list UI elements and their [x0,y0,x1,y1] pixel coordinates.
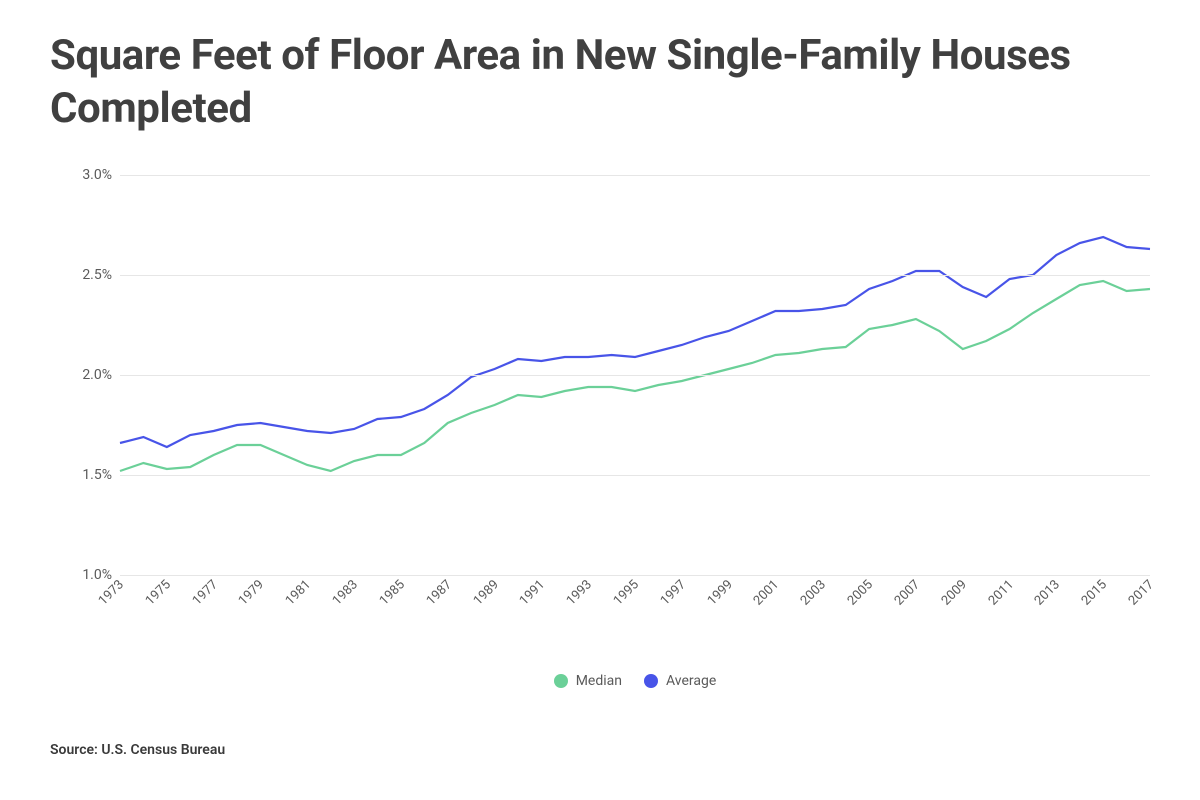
y-tick-label: 1.0% [82,567,112,583]
chart-container: Square Feet of Floor Area in New Single-… [0,0,1200,800]
series-line-average [120,237,1150,447]
x-tick-label: 2003 [798,577,829,608]
y-tick-label: 2.5% [82,267,112,283]
x-tick-label: 2017 [1126,577,1157,608]
gridline [120,275,1150,276]
x-tick-label: 1995 [611,577,642,608]
chart-area: 1.0%1.5%2.0%2.5%3.0% 1973197519771979198… [50,175,1150,645]
x-tick-label: 2009 [938,577,969,608]
legend-item-median: Median [554,673,622,689]
page-title: Square Feet of Floor Area in New Single-… [50,30,1150,135]
x-tick-label: 2005 [845,577,876,608]
x-tick-label: 1987 [423,577,454,608]
x-tick-label: 1993 [564,577,595,608]
x-tick-label: 1975 [143,577,174,608]
x-tick-label: 1997 [658,577,689,608]
y-tick-label: 2.0% [82,367,112,383]
x-tick-label: 1983 [330,577,361,608]
gridline [120,475,1150,476]
y-tick-label: 1.5% [82,467,112,483]
plot-area [120,175,1150,575]
x-tick-label: 1991 [517,577,548,608]
legend-label-average: Average [666,673,716,689]
y-axis: 1.0%1.5%2.0%2.5%3.0% [50,175,120,645]
x-tick-label: 1981 [283,577,314,608]
legend-swatch-median [554,674,568,688]
x-axis: 1973197519771979198119831985198719891991… [120,575,1150,645]
series-line-median [120,281,1150,471]
x-tick-label: 2013 [1032,577,1063,608]
x-tick-label: 2015 [1079,577,1110,608]
source-text: Source: U.S. Census Bureau [50,742,225,758]
y-tick-label: 3.0% [82,167,112,183]
legend-item-average: Average [644,673,716,689]
gridline [120,375,1150,376]
x-tick-label: 1999 [704,577,735,608]
x-tick-label: 1989 [470,577,501,608]
x-tick-label: 2011 [985,577,1016,608]
x-tick-label: 1977 [189,577,220,608]
legend-label-median: Median [576,673,622,689]
x-tick-label: 1985 [377,577,408,608]
gridline [120,175,1150,176]
legend: Median Average [120,673,1150,689]
legend-swatch-average [644,674,658,688]
x-tick-label: 2001 [751,577,782,608]
x-tick-label: 1979 [236,577,267,608]
x-tick-label: 2007 [892,577,923,608]
